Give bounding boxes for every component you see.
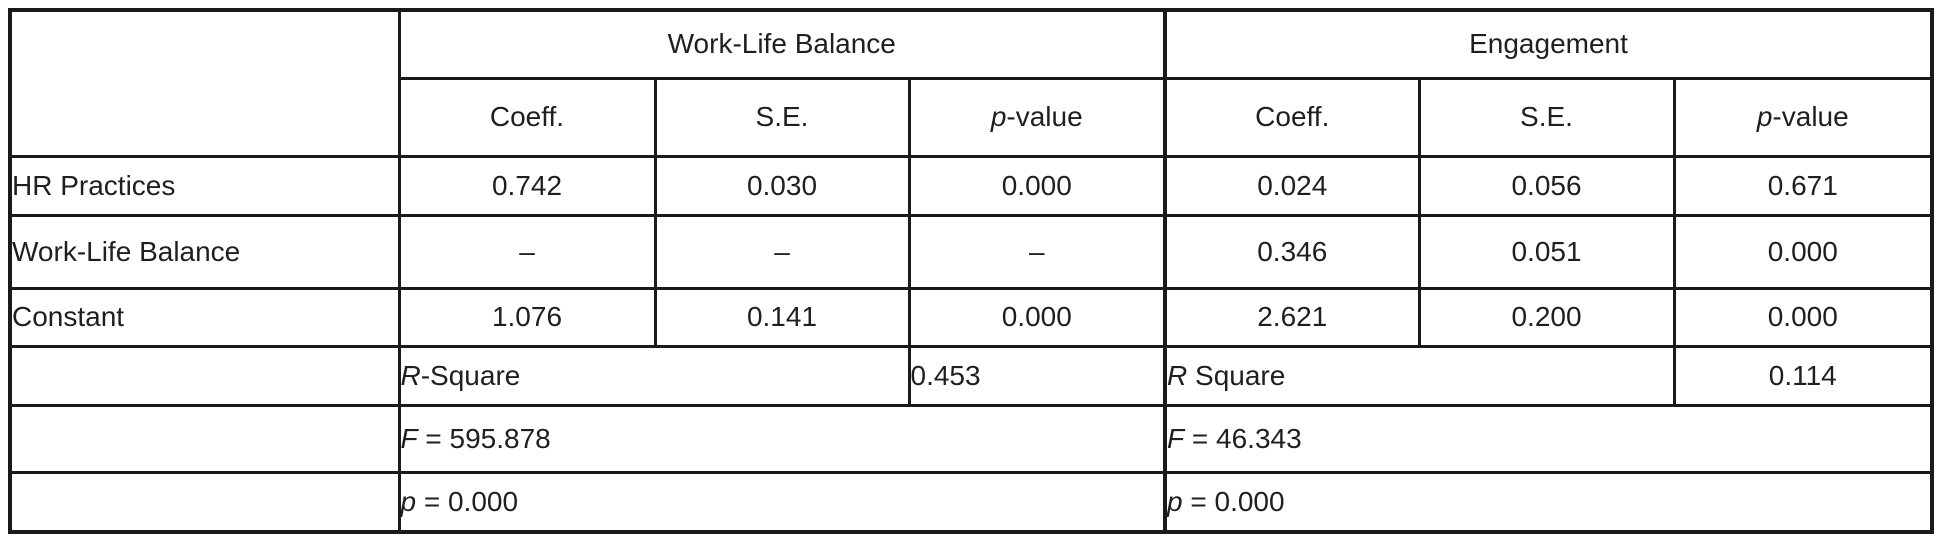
cell-hr-wlb-coeff: 0.742 [397, 154, 657, 217]
f-stat-value: = 46.343 [1184, 422, 1302, 454]
cell-hr-eng-se: 0.056 [1417, 154, 1676, 217]
eng-rsquare-value: 0.114 [1672, 344, 1934, 407]
cell-wlb-wlb-se: – [653, 213, 911, 290]
cell-hr-eng-coeff: 0.024 [1163, 154, 1421, 217]
p-stat-value: = 0.000 [416, 485, 519, 517]
italic-p: p [1167, 485, 1183, 517]
col-header-wlb-coeff: Coeff. [397, 76, 657, 158]
section-title-row: Work-Life Balance Engagement [8, 8, 1934, 158]
row-label-work-life-balance: Work-Life Balance [8, 213, 401, 290]
cell-wlb-eng-pvalue: 0.000 [1672, 213, 1934, 290]
pvalue-suffix: -value [1006, 101, 1083, 132]
row-label-empty [8, 470, 401, 534]
wlb-f-stat: F = 595.878 [397, 403, 1167, 474]
cell-const-wlb-pvalue: 0.000 [907, 286, 1167, 348]
cell-const-wlb-coeff: 1.076 [397, 286, 657, 348]
row-label-hr-practices: HR Practices [8, 154, 401, 217]
rsquare-suffix: -Square [420, 359, 521, 391]
cell-wlb-eng-se: 0.051 [1417, 213, 1676, 290]
italic-p: p [1756, 101, 1773, 132]
italic-r: R [1167, 359, 1188, 391]
cell-hr-wlb-se: 0.030 [653, 154, 911, 217]
table-row-constant: Constant 1.076 0.141 0.000 2.621 0.200 0… [8, 286, 1934, 348]
italic-f: F [400, 422, 418, 454]
cell-wlb-wlb-pvalue: – [907, 213, 1167, 290]
table-row-p-value: p = 0.000 p = 0.000 [8, 470, 1934, 534]
pvalue-suffix: -value [1772, 101, 1849, 132]
wlb-rsquare-value: 0.453 [907, 344, 1167, 407]
col-header-eng-se: S.E. [1417, 76, 1676, 158]
row-label-constant: Constant [8, 286, 401, 348]
eng-p-stat: p = 0.000 [1163, 470, 1934, 534]
p-stat-value: = 0.000 [1182, 485, 1285, 517]
eng-f-stat: F = 46.343 [1163, 403, 1934, 474]
italic-p: p [400, 485, 417, 517]
eng-rsquare-label: R Square [1163, 344, 1676, 407]
corner-cell [8, 8, 401, 158]
cell-wlb-wlb-coeff: – [397, 213, 657, 290]
cell-const-eng-coeff: 2.621 [1163, 286, 1421, 348]
cell-wlb-eng-coeff: 0.346 [1163, 213, 1421, 290]
f-stat-value: = 595.878 [417, 422, 551, 454]
italic-r: R [400, 359, 421, 391]
row-label-empty [8, 403, 401, 474]
italic-f: F [1167, 422, 1185, 454]
row-label-empty [8, 344, 401, 407]
rsquare-suffix: Square [1187, 359, 1286, 391]
cell-const-eng-se: 0.200 [1417, 286, 1676, 348]
col-header-eng-pvalue: p-value [1672, 76, 1934, 158]
col-header-wlb-se: S.E. [653, 76, 911, 158]
wlb-rsquare-label: R-Square [397, 344, 911, 407]
table-row-f-statistic: F = 595.878 F = 46.343 [8, 403, 1934, 474]
cell-const-eng-pvalue: 0.000 [1672, 286, 1934, 348]
column-header-row: Coeff. S.E. p-value Coeff. S.E. p-value [10, 76, 1934, 158]
col-header-wlb-pvalue: p-value [907, 76, 1167, 158]
table-row-r-square: R-Square 0.453 R Square 0.114 [8, 344, 1934, 407]
table-row-hr-practices: HR Practices 0.742 0.030 0.000 0.024 0.0… [8, 154, 1934, 217]
table-row-work-life-balance: Work-Life Balance – – – 0.346 0.051 0.00… [8, 213, 1934, 290]
regression-results-table: Work-Life Balance Engagement Coeff. S.E.… [8, 8, 1935, 534]
cell-hr-eng-pvalue: 0.671 [1672, 154, 1934, 217]
cell-const-wlb-se: 0.141 [653, 286, 911, 348]
section-header-work-life-balance: Work-Life Balance [397, 8, 1167, 80]
wlb-p-stat: p = 0.000 [397, 470, 1167, 534]
section-header-engagement: Engagement [1163, 8, 1934, 80]
italic-p: p [990, 101, 1007, 132]
cell-hr-wlb-pvalue: 0.000 [907, 154, 1167, 217]
col-header-eng-coeff: Coeff. [1163, 76, 1421, 158]
